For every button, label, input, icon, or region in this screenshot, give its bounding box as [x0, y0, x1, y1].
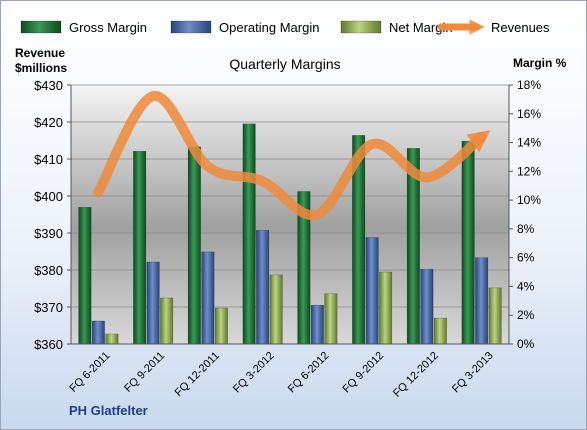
operating-margin-bar — [91, 320, 105, 345]
net-margin-bar — [324, 293, 338, 345]
category-label: FQ 3-2013 — [450, 350, 496, 396]
right-tick-label: 2% — [517, 308, 535, 322]
net-margin-bar — [433, 317, 447, 345]
category-label: FQ 6-2011 — [67, 350, 112, 395]
legend-label-gross-margin: Gross Margin — [69, 20, 147, 35]
right-tick-label: 0% — [517, 337, 535, 351]
category-label: FQ 9-2011 — [122, 350, 167, 395]
gross-margin-bar — [187, 146, 201, 345]
right-tick-label: 6% — [517, 251, 535, 265]
chart-title: Quarterly Margins — [229, 56, 340, 72]
legend-label-net-margin: Net Margin — [389, 20, 453, 35]
net-margin-bar — [160, 297, 174, 345]
category-label: FQ 12-2011 — [173, 350, 222, 399]
net-margin-bar — [214, 307, 228, 345]
category-label: FQ 12-2012 — [391, 350, 441, 400]
legend-swatch-gross-margin — [20, 20, 62, 34]
revenues-line — [93, 91, 491, 221]
right-tick-label: 14% — [517, 136, 541, 150]
left-tick-label: $390 — [34, 226, 63, 241]
left-tick-label: $410 — [34, 152, 63, 167]
gross-margin-bar — [78, 207, 92, 345]
gross-margin-bar — [461, 140, 475, 345]
net-margin-bar — [269, 274, 283, 345]
legend-label-operating-margin: Operating Margin — [219, 20, 319, 35]
right-tick-label: 18% — [517, 78, 541, 92]
company-name: PH Glatfelter — [69, 403, 148, 418]
legend-label-revenues: Revenues — [491, 20, 550, 35]
gross-margin-bar — [242, 123, 256, 345]
operating-margin-bar — [256, 230, 270, 345]
operating-margin-bar — [310, 304, 324, 345]
left-tick-label: $420 — [34, 115, 63, 130]
operating-margin-bar — [475, 257, 489, 345]
left-tick-label: $400 — [34, 189, 63, 204]
gross-margin-bar — [133, 150, 147, 345]
category-label: FQ 6-2012 — [286, 350, 332, 396]
legend-swatch-operating-margin — [170, 20, 212, 34]
left-tick-label: $430 — [34, 78, 63, 93]
left-axis-title-line2: $millions — [15, 61, 67, 75]
operating-margin-bar — [365, 237, 379, 345]
right-tick-label: 16% — [517, 107, 541, 121]
right-axis-title: Margin % — [513, 56, 567, 70]
right-tick-label: 12% — [517, 164, 541, 178]
category-label: FQ 3-2012 — [231, 350, 277, 396]
right-tick-label: 4% — [517, 279, 535, 293]
left-tick-label: $380 — [34, 263, 63, 278]
operating-margin-bar — [420, 268, 434, 345]
legend-swatch-net-margin — [340, 20, 382, 34]
left-tick-label: $360 — [34, 337, 63, 352]
right-tick-label: 10% — [517, 193, 541, 207]
left-axis-title-line1: Revenue — [15, 46, 65, 60]
net-margin-bar — [488, 287, 502, 345]
net-margin-bar — [105, 333, 119, 345]
left-tick-label: $370 — [34, 300, 63, 315]
right-tick-label: 8% — [517, 222, 535, 236]
operating-margin-bar — [146, 261, 160, 345]
operating-margin-bar — [201, 251, 215, 345]
category-label: FQ 9-2012 — [341, 350, 387, 396]
net-margin-bar — [379, 271, 393, 345]
